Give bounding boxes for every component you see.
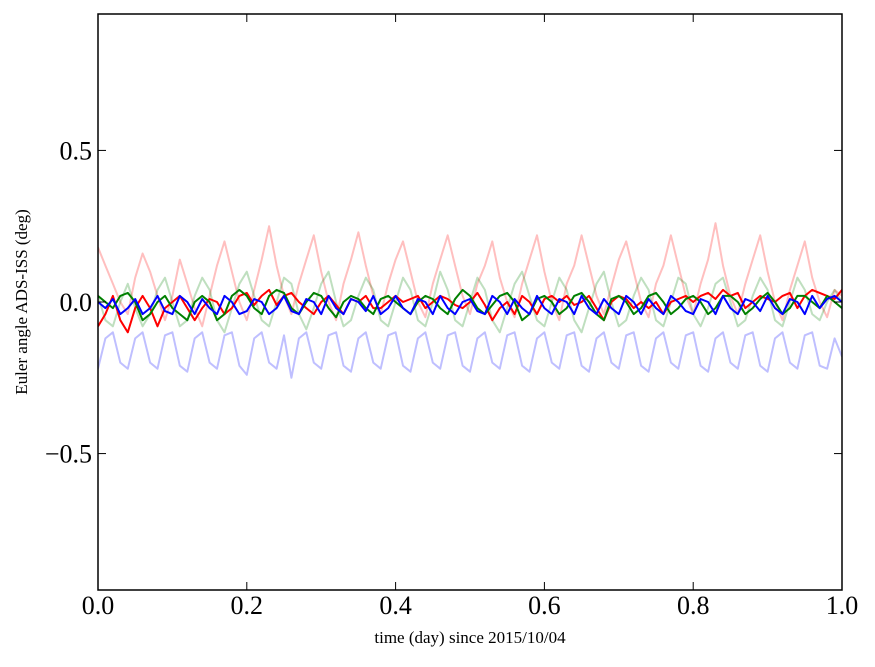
y-tick-label: 0.5 <box>60 136 93 165</box>
y-axis-label: Euler angle ADS-ISS (deg) <box>12 209 31 395</box>
series-line-5 <box>98 294 842 316</box>
x-tick-label: 0.4 <box>379 591 412 620</box>
x-tick-label: 0.6 <box>528 591 561 620</box>
y-tick-label: −0.5 <box>45 440 92 469</box>
x-tick-label: 0.8 <box>677 591 710 620</box>
series-line-3 <box>98 288 842 334</box>
x-axis-label: time (day) since 2015/10/04 <box>374 628 566 647</box>
x-tick-label: 1.0 <box>826 591 859 620</box>
tick-layer: 0.0 0.2 0.4 0.6 0.8 1.0 −0.5 0.0 0.5 <box>45 14 858 620</box>
y-tick-label: 0.0 <box>60 288 93 317</box>
series-line-4 <box>98 288 842 322</box>
series-layer <box>98 222 842 379</box>
x-tick-label: 0.2 <box>231 591 264 620</box>
series-line-0 <box>98 222 842 328</box>
x-tick-label: 0.0 <box>82 591 115 620</box>
series-line-2 <box>98 331 842 379</box>
